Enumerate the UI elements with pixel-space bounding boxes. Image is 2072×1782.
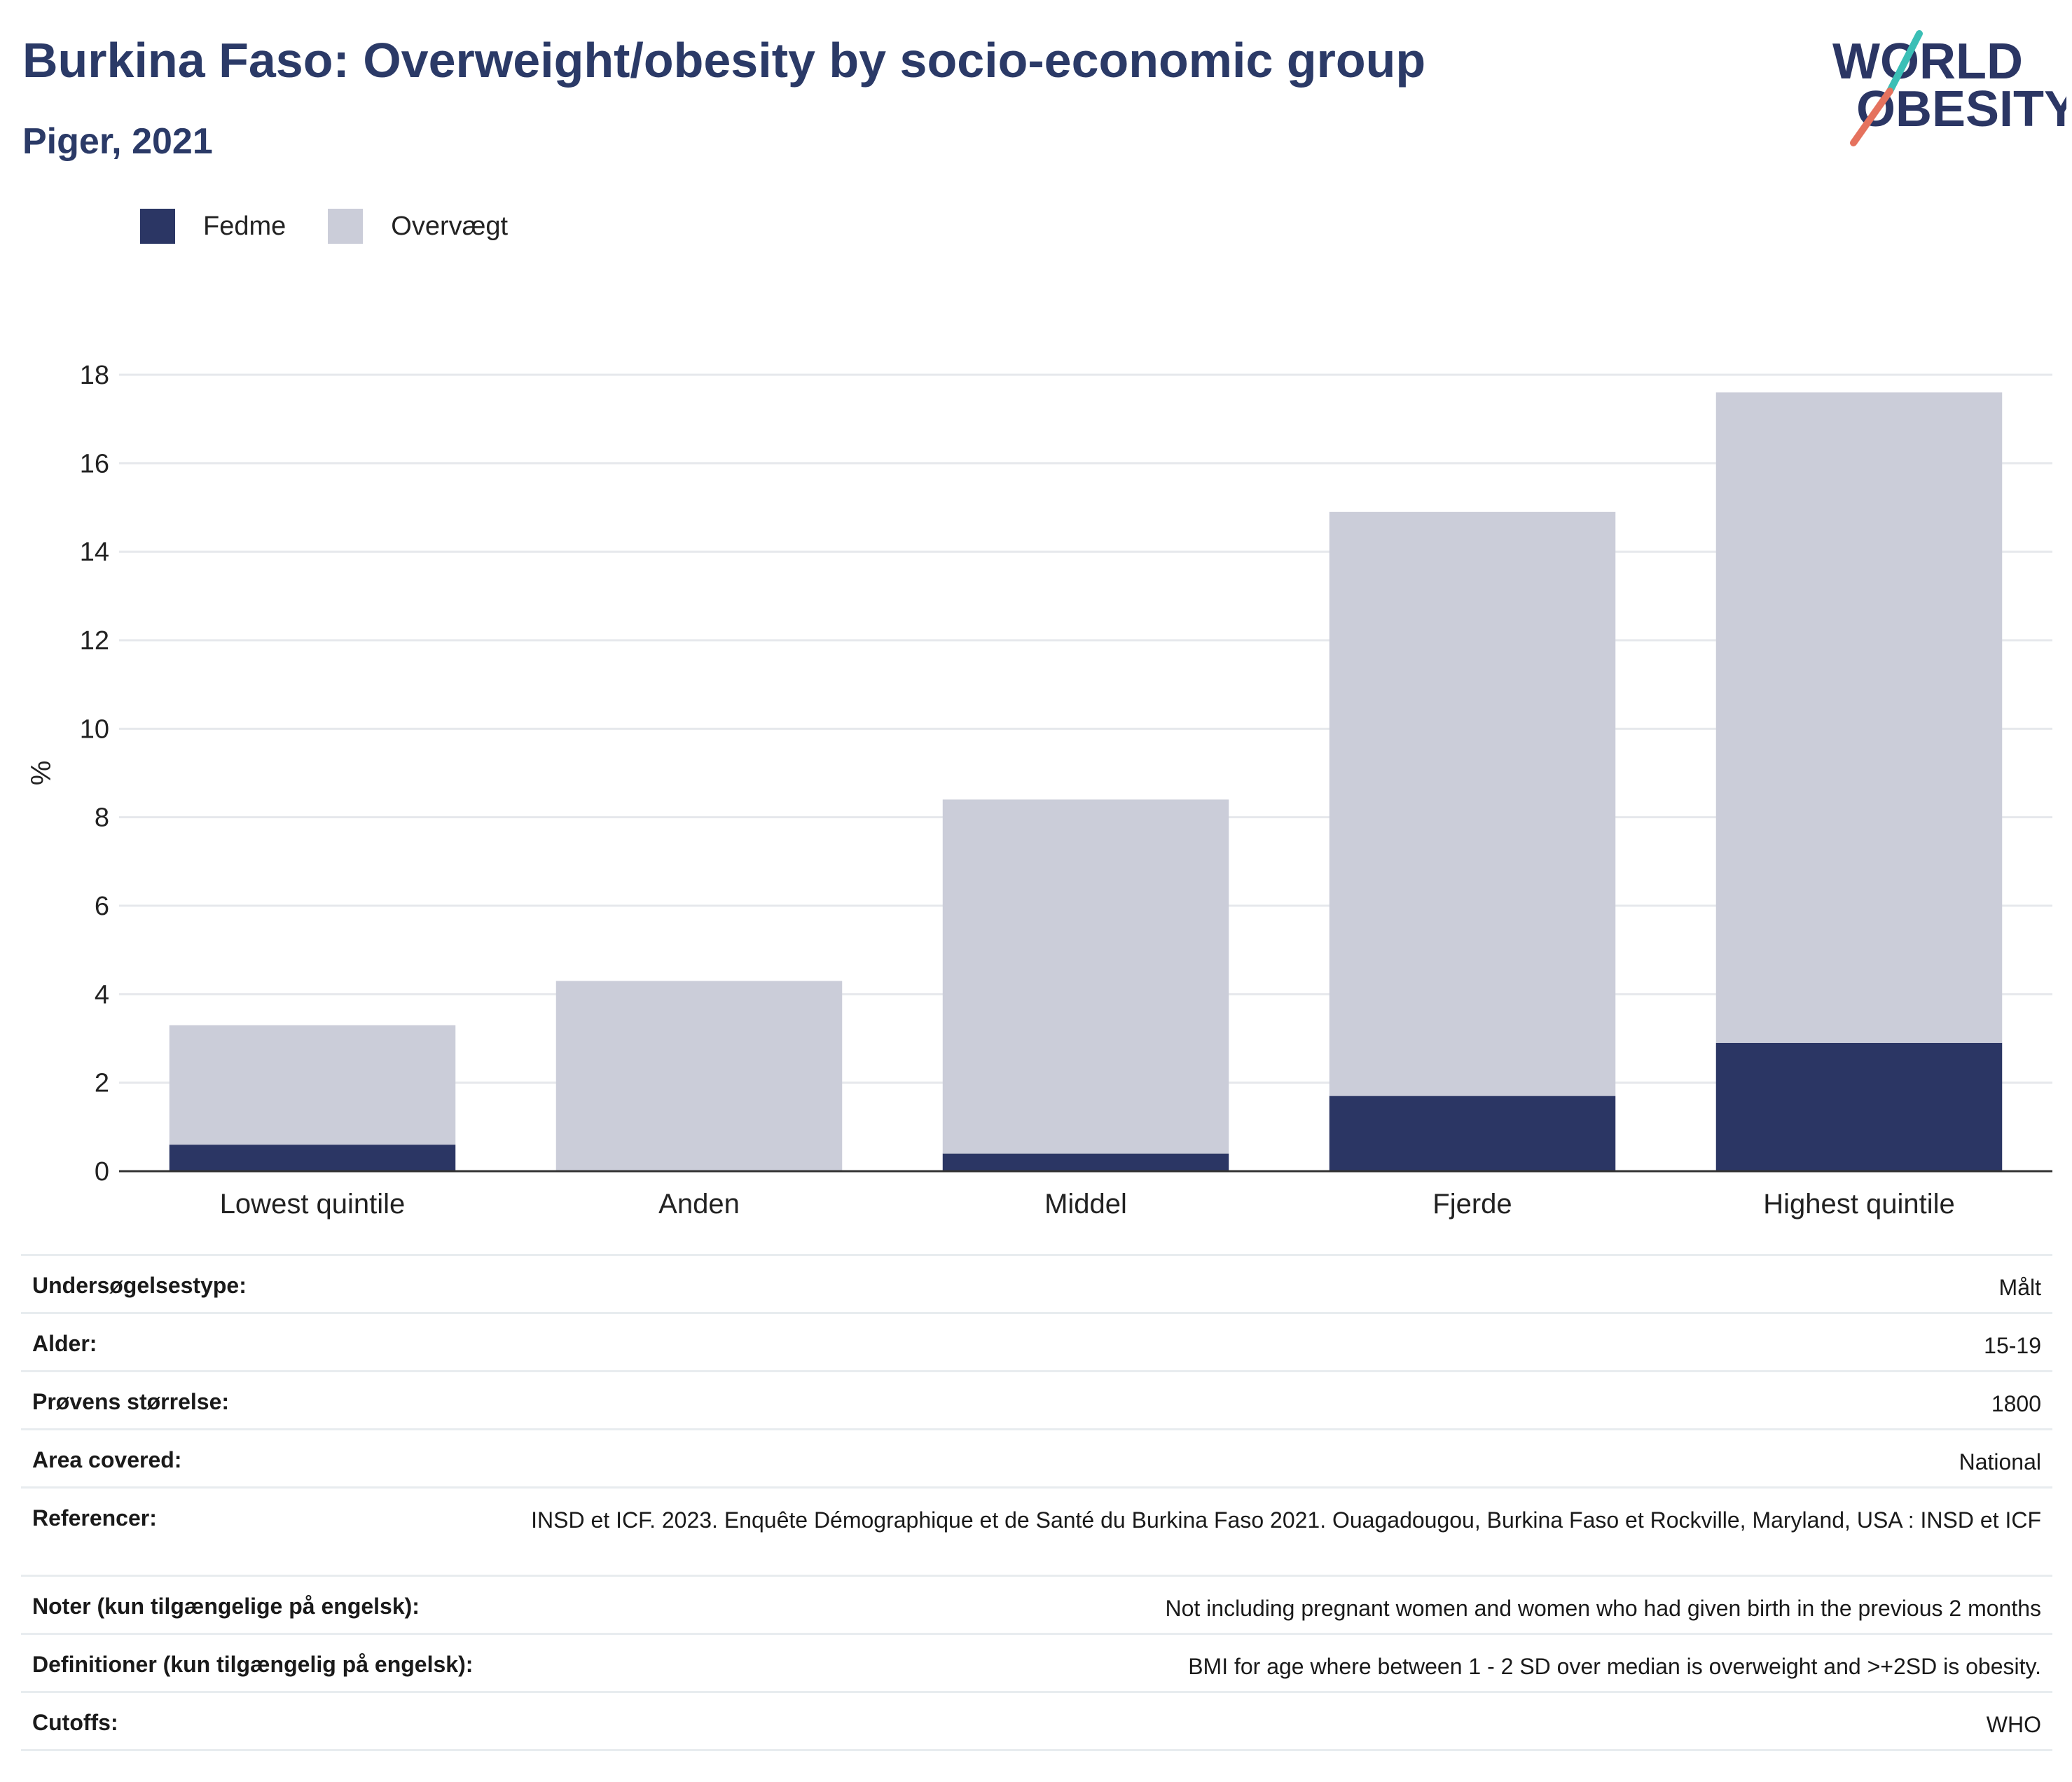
metadata-label: Referencer: xyxy=(21,1486,493,1576)
x-tick-label: Anden xyxy=(658,1189,740,1220)
y-tick-label: 12 xyxy=(80,626,109,656)
bar-chart: 0 2 4 6 8 10 12 14 16 18% Lowest quintile Anden Midd… xyxy=(26,361,2052,1220)
metadata-value: INSD et ICF. 2023. Enquête Démographique… xyxy=(492,1486,2052,1576)
metadata-label: Definitioner (kun tilgængelig på engelsk… xyxy=(21,1633,493,1692)
metadata-label: Prøvens størrelse: xyxy=(21,1370,493,1430)
legend-swatch-overvaegt xyxy=(328,209,364,244)
bar-overvaegt xyxy=(942,799,1229,1154)
metadata-label: Noter (kun tilgængelige på engelsk): xyxy=(21,1575,493,1634)
y-tick-label: 2 xyxy=(95,1069,109,1098)
bar-fedme xyxy=(942,1153,1229,1171)
metadata-value: 1800 xyxy=(492,1370,2052,1430)
world-obesity-logo: WORLD OBESITY xyxy=(1832,30,2066,146)
y-tick-label: 0 xyxy=(95,1157,109,1187)
y-tick-label: 4 xyxy=(95,980,109,1009)
y-tick-label: 8 xyxy=(95,803,109,833)
y-tick-label: 14 xyxy=(80,538,109,567)
legend: Fedme Overvægt xyxy=(140,209,550,244)
bar-fedme xyxy=(1715,1042,2003,1171)
bar-fedme xyxy=(169,1145,456,1171)
metadata-table: Undersøgelsestype: Målt Alder: 15-19 Prøvens… xyxy=(21,1254,2052,1751)
metadata-row: Undersøgelsestype: Målt xyxy=(21,1254,2052,1313)
legend-item-overvaegt[interactable]: Overvægt xyxy=(328,209,508,244)
y-axis-label: % xyxy=(26,761,57,786)
metadata-row: Cutoffs: WHO xyxy=(21,1691,2052,1751)
metadata-row: Alder: 15-19 xyxy=(21,1312,2052,1372)
bar-overvaegt xyxy=(1329,511,1616,1096)
metadata-row: Prøvens størrelse: 1800 xyxy=(21,1370,2052,1430)
legend-label-overvaegt: Overvægt xyxy=(391,211,509,241)
legend-swatch-fedme xyxy=(140,209,175,244)
x-tick-label: Lowest quintile xyxy=(220,1189,406,1220)
x-tick-label: Fjerde xyxy=(1432,1189,1512,1220)
metadata-label: Cutoffs: xyxy=(21,1691,493,1751)
metadata-value: Målt xyxy=(492,1254,2052,1313)
chart-title: Burkina Faso: Overweight/obesity by soci… xyxy=(22,33,1426,88)
logo-line1: WORLD xyxy=(1832,34,2023,90)
metadata-row: Area covered: National xyxy=(21,1428,2052,1488)
metadata-value: National xyxy=(492,1428,2052,1488)
chart-subtitle: Piger, 2021 xyxy=(22,121,213,162)
metadata-row: Definitioner (kun tilgængelig på engelsk… xyxy=(21,1633,2052,1692)
metadata-row: Referencer: INSD et ICF. 2023. Enquête Dé… xyxy=(21,1486,2052,1576)
y-tick-label: 18 xyxy=(80,361,109,390)
metadata-label: Area covered: xyxy=(21,1428,493,1488)
bar-overvaegt xyxy=(169,1025,456,1145)
metadata-value: 15-19 xyxy=(492,1312,2052,1372)
bar-fedme xyxy=(1329,1096,1616,1171)
y-tick-label: 16 xyxy=(80,449,109,478)
y-tick-label: 10 xyxy=(80,714,109,744)
metadata-row: Noter (kun tilgængelige på engelsk): Not … xyxy=(21,1575,2052,1634)
metadata-value: WHO xyxy=(492,1691,2052,1751)
legend-label-fedme: Fedme xyxy=(203,211,286,241)
x-tick-label: Highest quintile xyxy=(1763,1189,1955,1220)
x-tick-label: Middel xyxy=(1044,1189,1127,1220)
bar-overvaegt xyxy=(1715,392,2003,1043)
metadata-label: Alder: xyxy=(21,1312,493,1372)
metadata-label: Undersøgelsestype: xyxy=(21,1254,493,1313)
y-tick-label: 6 xyxy=(95,892,109,921)
metadata-value: Not including pregnant women and women w… xyxy=(492,1575,2052,1634)
metadata-value: BMI for age where between 1 - 2 SD over … xyxy=(492,1633,2052,1692)
legend-item-fedme[interactable]: Fedme xyxy=(140,209,286,244)
bar-overvaegt xyxy=(555,981,843,1171)
